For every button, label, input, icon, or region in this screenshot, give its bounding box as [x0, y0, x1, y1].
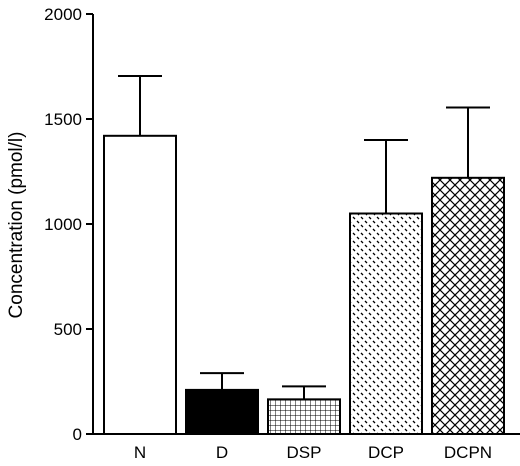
x-category-label-DSP: DSP [287, 443, 322, 462]
bar-N [103, 134, 177, 436]
y-tick-label-4: 2000 [44, 5, 82, 24]
error-bar-DCP [364, 139, 408, 214]
y-tick-label-1: 500 [54, 320, 82, 339]
y-tick-label-2: 1000 [44, 215, 82, 234]
error-bar-D [200, 372, 244, 390]
y-tick-label-3: 1500 [44, 110, 82, 129]
y-axis-label: Concentration (pmol/l) [6, 132, 27, 319]
x-category-label-DCP: DCP [368, 443, 404, 462]
x-category-label-N: N [134, 443, 146, 462]
bar-D [185, 388, 259, 435]
x-category-label-D: D [216, 443, 228, 462]
bar-DCP [349, 212, 423, 435]
error-bar-DCPN [446, 106, 490, 178]
x-category-label-DCPN: DCPN [444, 443, 492, 462]
y-axis-ticks: 0 500 1000 1500 2000 [44, 5, 93, 444]
y-tick-label-0: 0 [73, 425, 82, 444]
error-bar-DSP [282, 385, 326, 400]
bar-DCPN [431, 176, 505, 436]
bar-DSP [267, 398, 341, 436]
error-bar-N [118, 74, 162, 136]
bars [103, 74, 505, 436]
x-axis-categories: N D DSP DCP DCPN [134, 443, 492, 462]
